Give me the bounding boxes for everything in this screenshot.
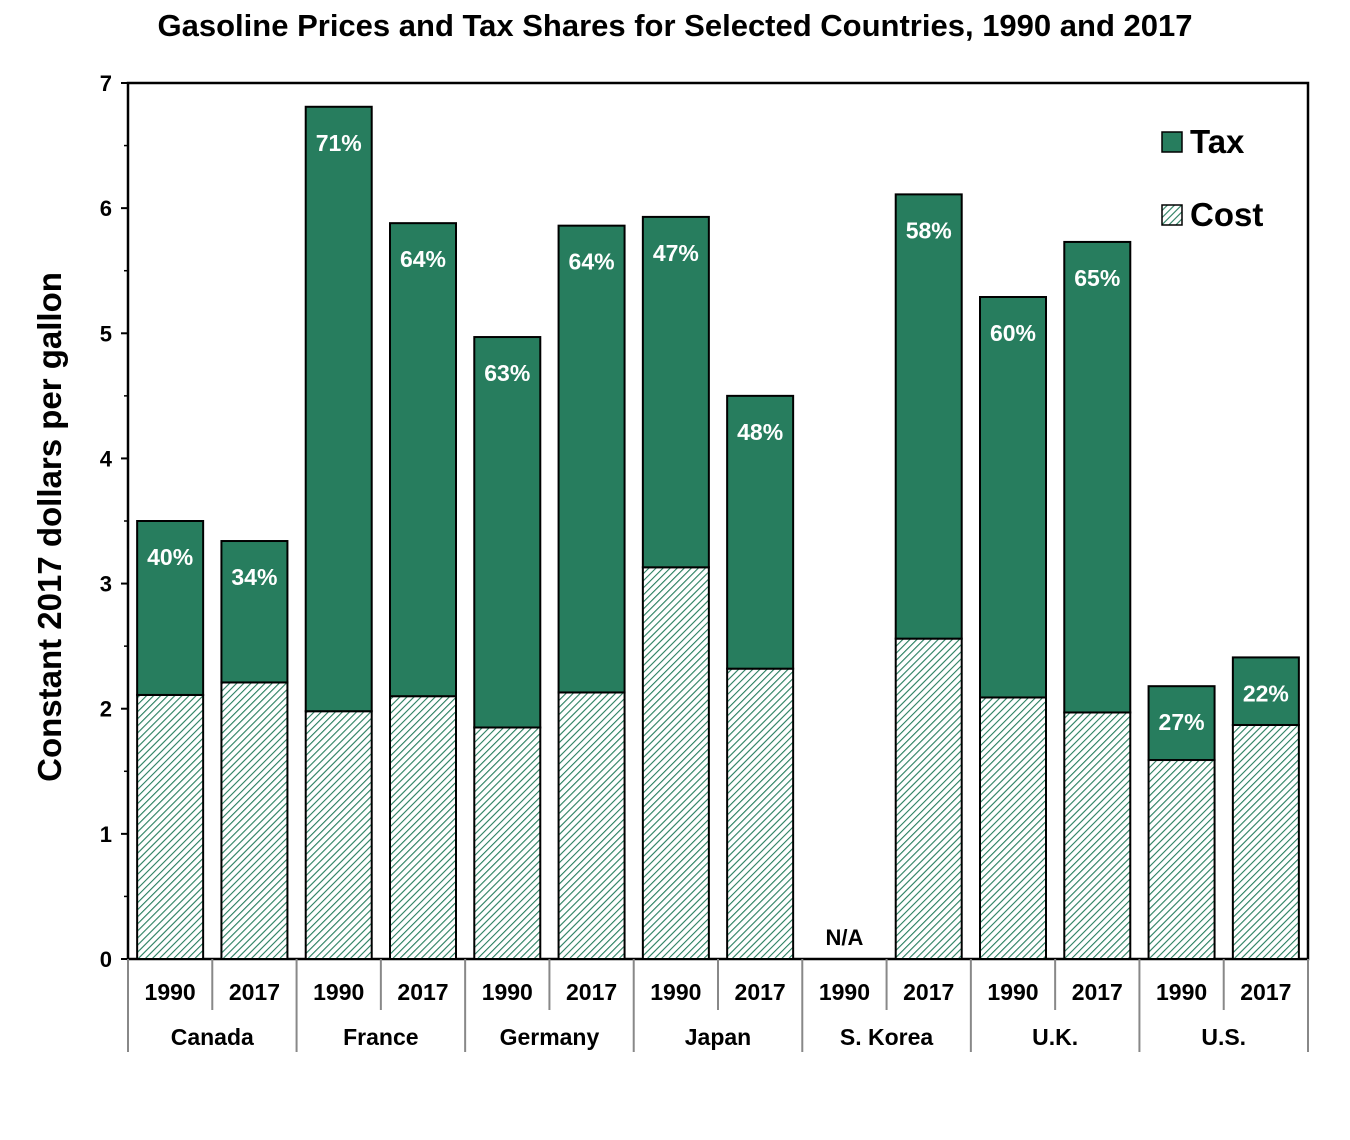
bar-cost-Canada-1990: [136, 693, 205, 960]
bar-tax-Japan-1990: [641, 215, 710, 569]
bar-tax-Germany-2017: [557, 224, 626, 694]
x-year-label: 1990: [650, 979, 701, 1005]
x-year-label: 1990: [145, 979, 196, 1005]
bar-tax-U.K.-1990: [979, 295, 1047, 699]
legend-swatch-cost: [1161, 204, 1183, 226]
x-year-label: 2017: [566, 979, 617, 1005]
bar-tax-Canada-2017: [220, 540, 289, 684]
x-year-label: 2017: [903, 979, 954, 1005]
bar-tax-S. Korea-2017: [894, 193, 963, 640]
legend-label-cost: Cost: [1190, 196, 1263, 233]
tax-share-label: 58%: [906, 217, 952, 243]
tax-share-label: 48%: [737, 419, 783, 445]
tax-share-label: 64%: [400, 246, 446, 272]
y-tick-label: 7: [100, 71, 112, 96]
na-label: N/A: [825, 925, 863, 950]
x-year-label: 1990: [482, 979, 533, 1005]
bar-tax-U.S.-1990: [1147, 685, 1216, 762]
x-axis: 1990 2017 1990 2017 1990 2017 1990 2017 1990 2017…: [127, 959, 1309, 1052]
bar-cost-U.S.-2017: [1231, 723, 1300, 960]
y-tick-label: 2: [100, 697, 112, 722]
bar-tax-France-2017: [389, 222, 457, 698]
x-year-label: 2017: [1240, 979, 1291, 1005]
y-axis: 0 1 2 3 4 5 6 7: [100, 71, 128, 972]
y-tick-label: 5: [100, 321, 112, 346]
tax-share-label: 71%: [316, 130, 362, 156]
tax-share-label: 40%: [147, 544, 193, 570]
y-tick-label: 6: [100, 196, 112, 221]
x-year-label: 1990: [313, 979, 364, 1005]
tax-share-label: 65%: [1074, 265, 1120, 291]
tax-share-label: 60%: [990, 320, 1036, 346]
tax-share-label: 64%: [569, 249, 615, 275]
x-year-label: 2017: [397, 979, 448, 1005]
bar-cost-Japan-1990: [641, 566, 710, 960]
x-group-label: U.K.: [1032, 1024, 1078, 1050]
bar-cost-Germany-2017: [557, 691, 626, 961]
y-tick-label: 1: [100, 822, 112, 847]
bar-cost-U.K.-2017: [1063, 711, 1132, 960]
y-tick-label: 0: [100, 947, 112, 972]
legend-label-tax: Tax: [1190, 123, 1245, 160]
chart-title: Gasoline Prices and Tax Shares for Selec…: [158, 8, 1193, 43]
bar-cost-Canada-2017: [220, 681, 289, 960]
x-year-label: 2017: [229, 979, 280, 1005]
x-year-label: 2017: [735, 979, 786, 1005]
tax-share-label: 34%: [231, 564, 277, 590]
y-tick-label: 3: [100, 572, 112, 597]
x-group-label: France: [343, 1024, 418, 1050]
x-year-label: 2017: [1072, 979, 1123, 1005]
bar-cost-U.S.-1990: [1147, 759, 1216, 960]
bar-cost-Germany-1990: [473, 726, 542, 960]
legend-swatch-tax: [1161, 131, 1183, 153]
bars: 40% 34% 71% 64% 63% 64% 47% 48% N/A 58% 60% 65% 27% 2…: [136, 105, 1300, 961]
bar-tax-U.K.-2017: [1063, 240, 1132, 714]
bar-cost-Japan-2017: [726, 667, 795, 960]
x-group-label: S. Korea: [840, 1024, 934, 1050]
x-group-label: Japan: [685, 1024, 751, 1050]
bar-tax-Japan-2017: [726, 394, 795, 670]
x-year-label: 1990: [819, 979, 870, 1005]
bar-cost-France-1990: [304, 710, 373, 961]
x-group-label: Germany: [500, 1024, 600, 1050]
bar-tax-Canada-1990: [136, 520, 205, 696]
bar-cost-S. Korea-2017: [894, 637, 963, 960]
tax-share-label: 63%: [484, 360, 530, 386]
x-group-label: Canada: [171, 1024, 254, 1050]
tax-share-label: 47%: [653, 240, 699, 266]
x-year-label: 1990: [1156, 979, 1207, 1005]
bar-cost-U.K.-1990: [979, 696, 1047, 960]
bar-tax-Germany-1990: [473, 336, 542, 729]
y-tick-label: 4: [100, 446, 113, 471]
bar-cost-France-2017: [389, 695, 457, 960]
legend: Tax Cost: [1161, 123, 1263, 233]
bar-tax-France-1990: [304, 105, 373, 713]
x-group-label: U.S.: [1201, 1024, 1246, 1050]
tax-share-label: 22%: [1243, 680, 1289, 706]
y-axis-label: Constant 2017 dollars per gallon: [31, 272, 68, 782]
bar-tax-U.S.-2017: [1231, 656, 1300, 726]
x-year-label: 1990: [987, 979, 1038, 1005]
tax-share-label: 27%: [1159, 709, 1205, 735]
